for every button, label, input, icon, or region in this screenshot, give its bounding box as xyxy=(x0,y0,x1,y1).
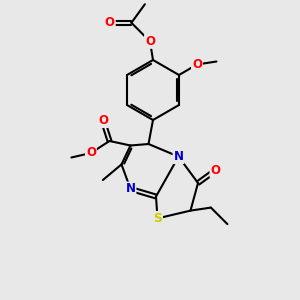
Text: O: O xyxy=(98,114,108,127)
Text: S: S xyxy=(153,212,162,225)
Text: O: O xyxy=(210,164,220,177)
Text: O: O xyxy=(192,58,202,71)
Text: O: O xyxy=(86,146,96,160)
Text: N: N xyxy=(173,150,184,163)
Text: O: O xyxy=(145,35,155,48)
Text: O: O xyxy=(105,16,115,29)
Text: N: N xyxy=(125,182,136,196)
